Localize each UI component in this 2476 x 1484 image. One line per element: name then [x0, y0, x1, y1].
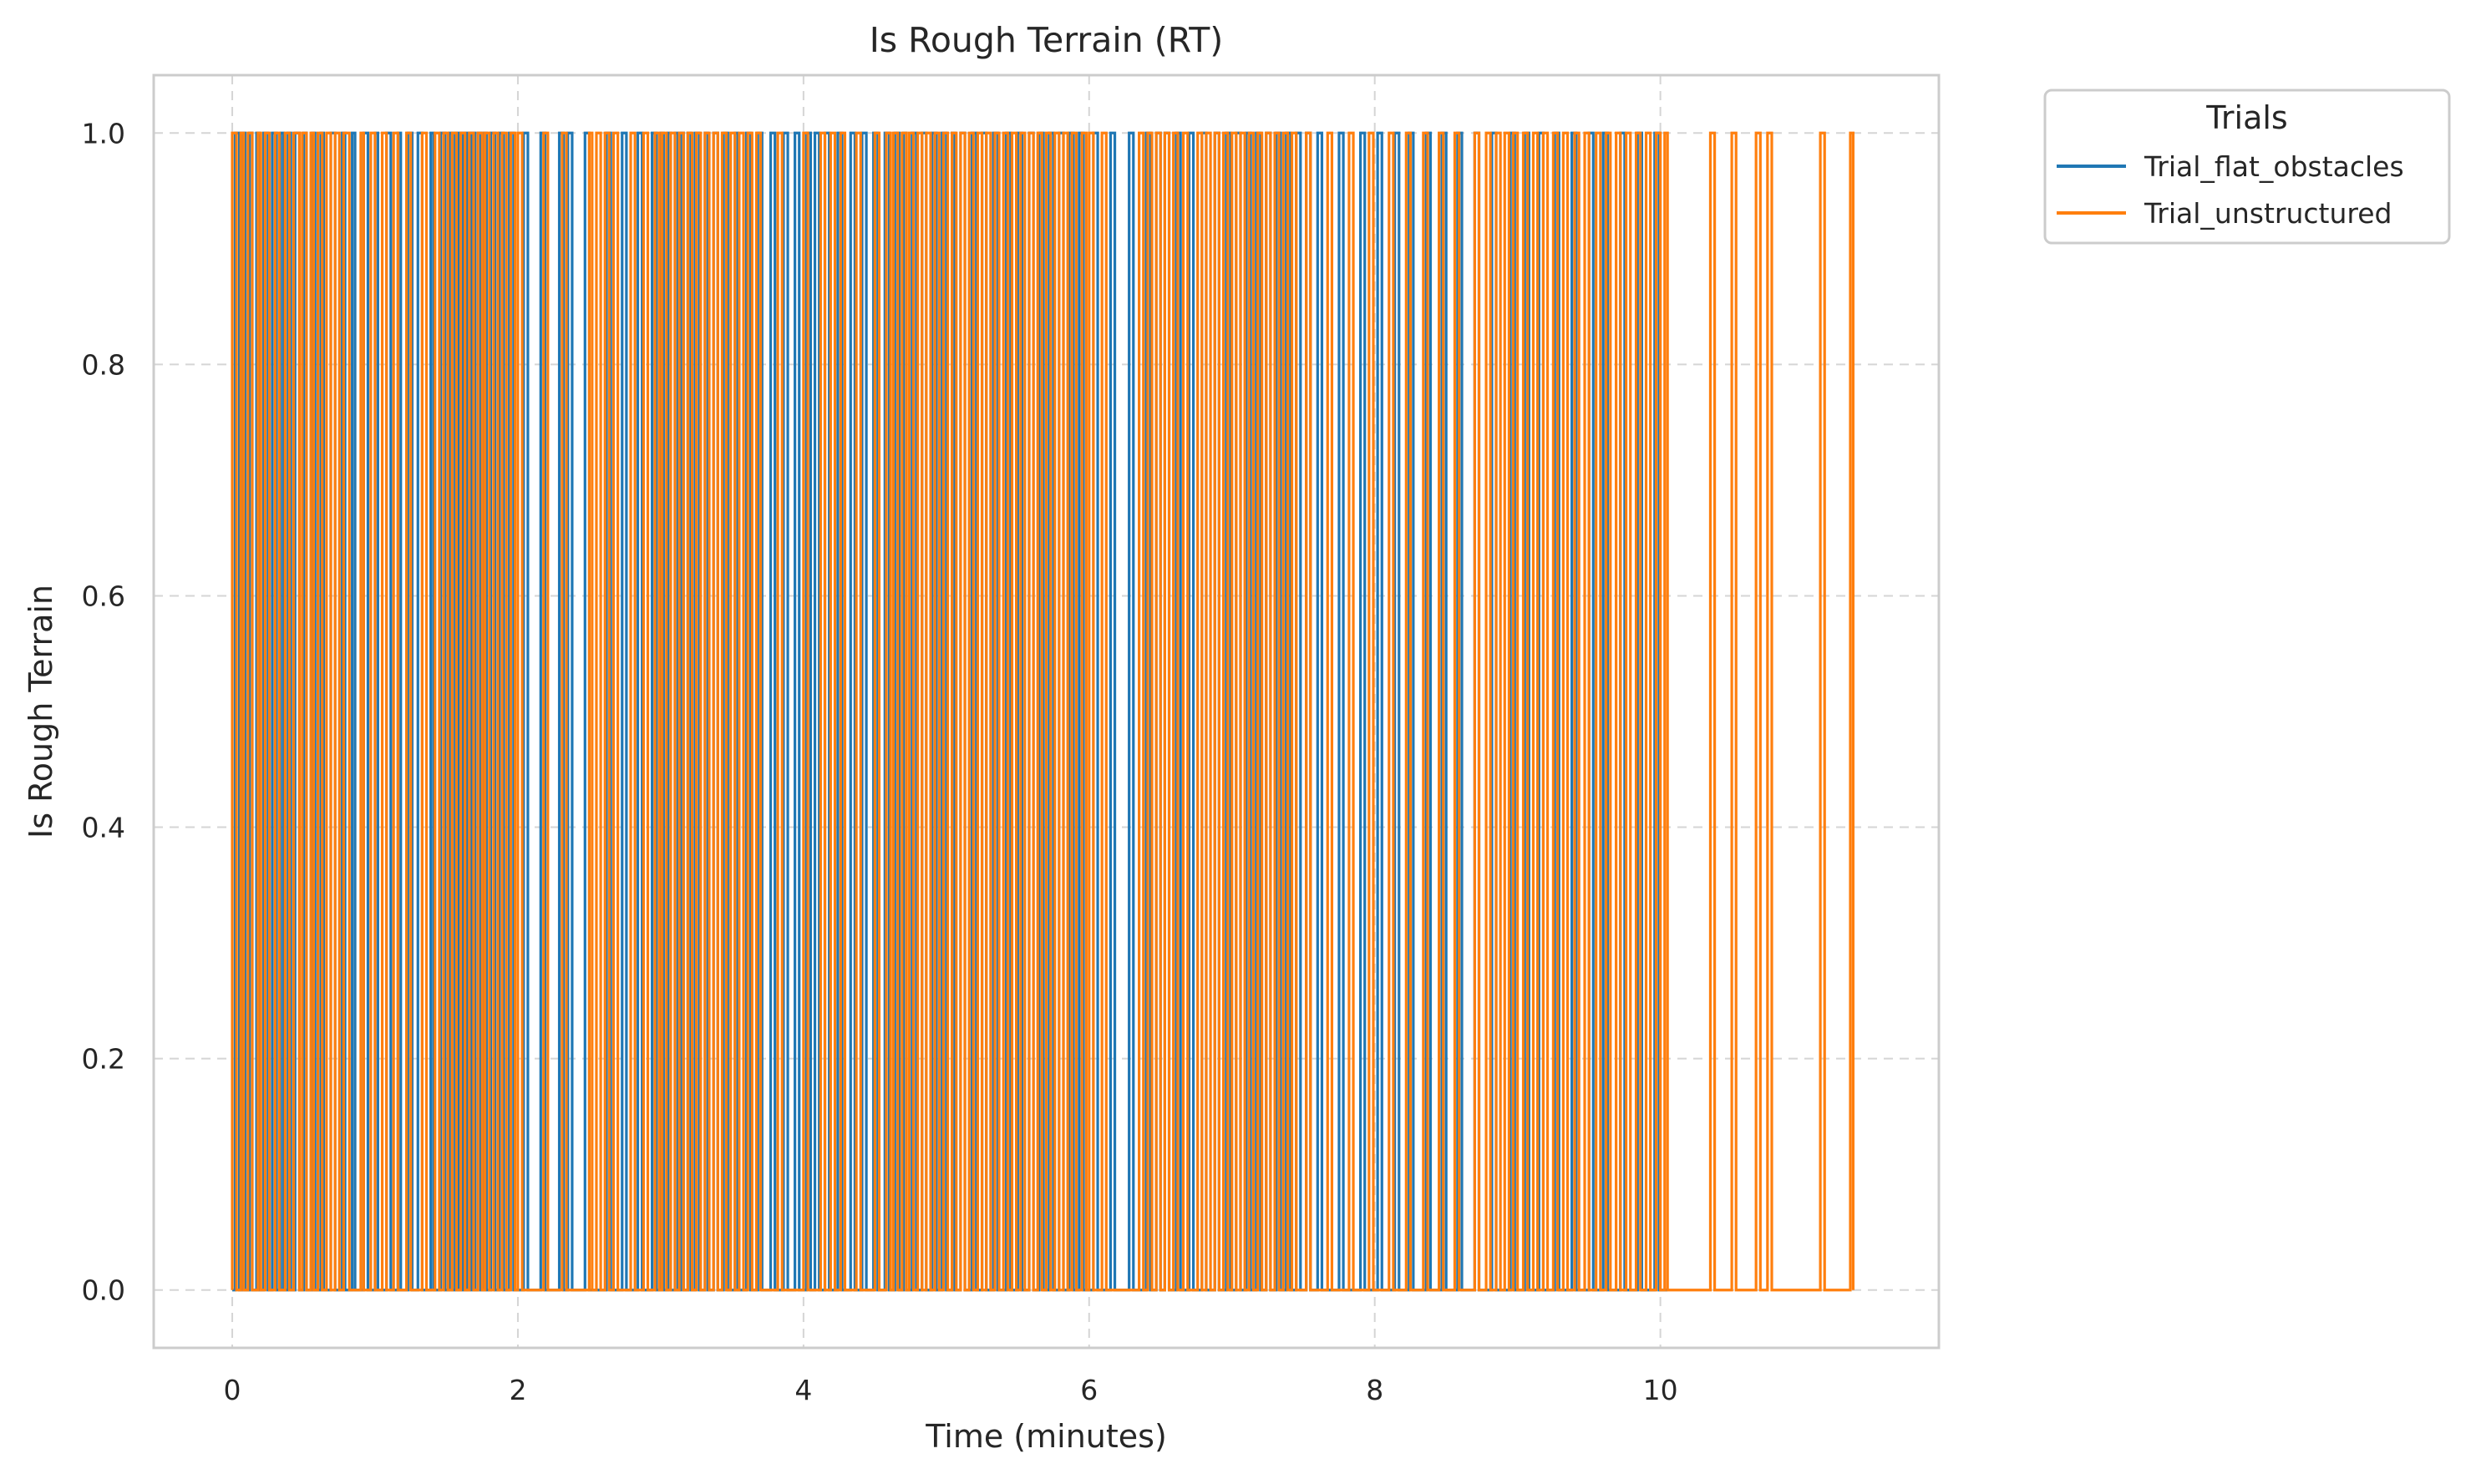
y-tick-label: 0.8	[82, 348, 125, 381]
y-tick-label: 0.6	[82, 580, 125, 612]
x-axis-ticks: 0 2 4 6 8 10	[224, 1374, 1678, 1406]
x-tick-label: 0	[224, 1374, 241, 1406]
y-tick-label: 0.2	[82, 1043, 125, 1076]
legend-title: Trials	[2205, 99, 2287, 136]
legend: Trials Trial_flat_obstacles Trial_unstru…	[2043, 89, 2451, 245]
y-axis-label: Is Rough Terrain	[23, 585, 59, 838]
series-line-trial-unstructured	[231, 131, 1855, 1292]
series-layer	[231, 131, 1855, 1292]
x-tick-label: 6	[1080, 1374, 1098, 1406]
x-tick-label: 8	[1366, 1374, 1383, 1406]
x-axis-label: Time (minutes)	[925, 1418, 1167, 1455]
y-tick-label: 0.0	[82, 1274, 125, 1307]
y-tick-label: 1.0	[82, 117, 125, 149]
plot-frame	[152, 73, 1941, 1350]
y-tick-label: 0.4	[82, 812, 125, 844]
chart-title: Is Rough Terrain (RT)	[870, 20, 1224, 60]
x-tick-label: 2	[509, 1374, 526, 1406]
y-axis-ticks: 0.0 0.2 0.4 0.6 0.8 1.0	[82, 117, 125, 1306]
x-tick-label: 4	[794, 1374, 812, 1406]
x-tick-label: 10	[1643, 1374, 1678, 1406]
legend-label-trial-unstructured: Trial_unstructured	[2144, 197, 2392, 230]
legend-box	[2043, 89, 2451, 245]
legend-label-trial-flat-obstacles: Trial_flat_obstacles	[2144, 150, 2404, 183]
